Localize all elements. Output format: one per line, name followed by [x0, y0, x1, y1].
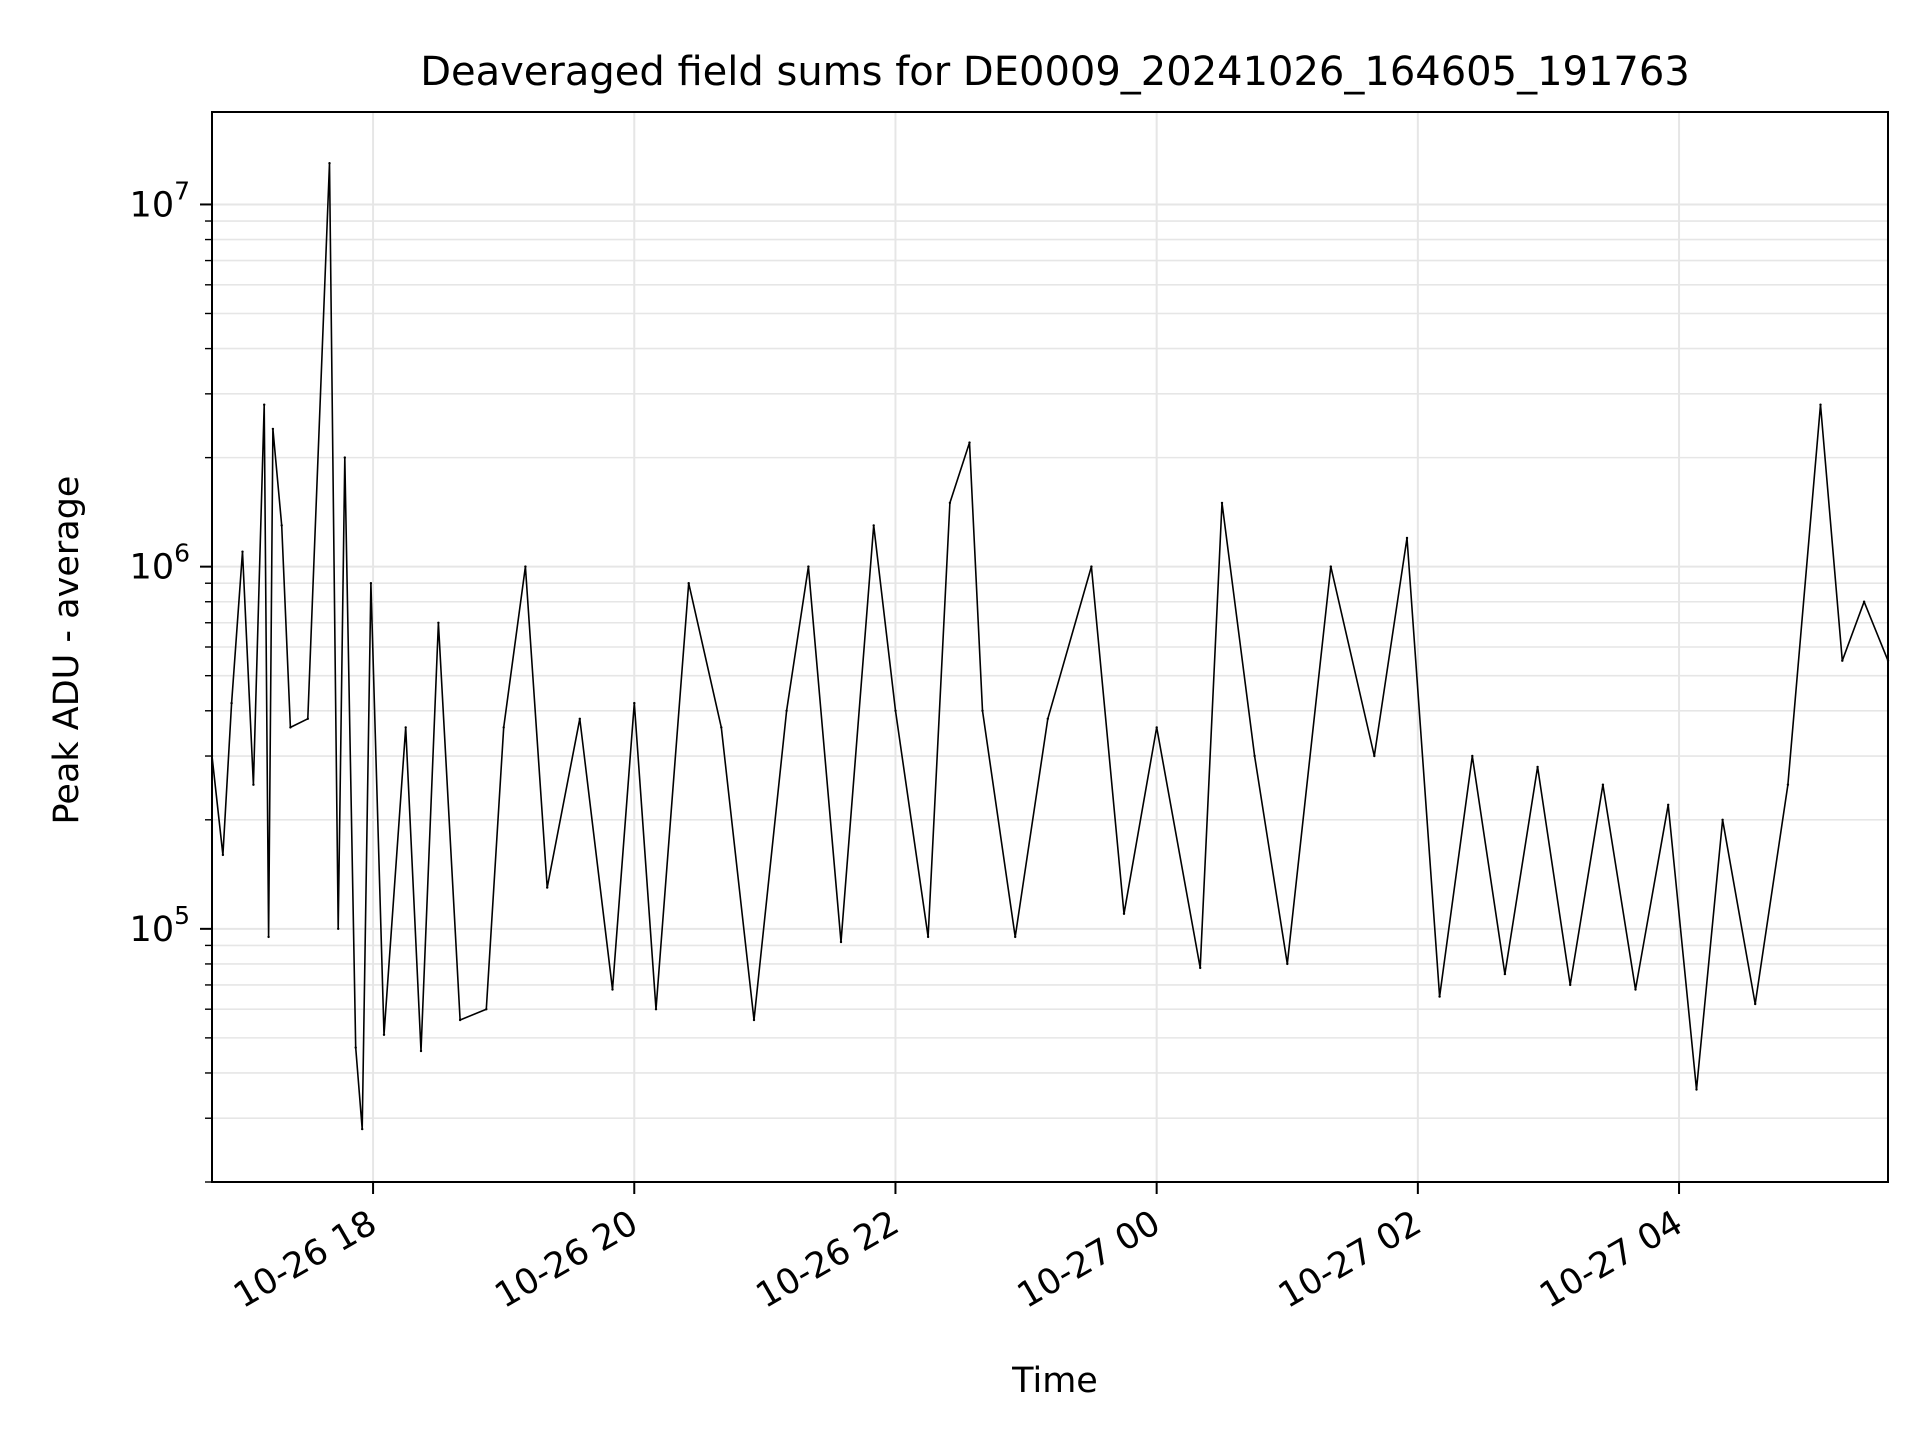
data-point — [241, 550, 244, 553]
y-tick-label: 105 — [130, 901, 190, 950]
data-point — [458, 1018, 462, 1022]
data-point — [872, 524, 875, 527]
data-point — [785, 709, 788, 712]
data-point — [267, 935, 270, 939]
data-point — [1199, 966, 1202, 970]
y-tick-label: 106 — [130, 539, 190, 588]
data-point — [1819, 403, 1822, 406]
data-point — [1841, 659, 1844, 662]
data-point — [1373, 754, 1376, 758]
data-point — [343, 456, 346, 459]
data-point — [948, 501, 952, 505]
data-point — [230, 701, 233, 705]
data-point — [1786, 783, 1790, 786]
data-point — [328, 162, 331, 165]
data-point — [419, 1049, 423, 1053]
data-point — [720, 726, 723, 729]
data-point — [1667, 803, 1670, 806]
data-point — [369, 582, 373, 585]
data-point — [289, 726, 292, 729]
data-point — [524, 565, 527, 568]
data-point — [1721, 818, 1724, 821]
data-point — [1569, 983, 1572, 987]
data-point — [337, 927, 340, 930]
data-point — [1253, 754, 1256, 758]
data-point — [485, 1008, 488, 1011]
data-point — [221, 853, 225, 857]
data-point — [1329, 565, 1333, 568]
series-line — [211, 162, 1889, 1130]
data-point — [807, 565, 810, 568]
data-point — [1471, 754, 1474, 758]
data-point — [894, 709, 897, 712]
data-point — [1220, 501, 1224, 505]
data-point — [1634, 988, 1637, 991]
data-point — [578, 717, 581, 720]
data-point — [1155, 726, 1158, 729]
data-point — [382, 1033, 386, 1037]
chart-title: Deaveraged field sums for DE0009_2024102… — [420, 49, 1690, 95]
data-point — [1438, 995, 1441, 998]
data-point — [404, 726, 407, 729]
data-point — [1090, 565, 1093, 568]
data-point — [926, 935, 930, 939]
data-point — [839, 940, 843, 944]
data-point — [502, 726, 505, 729]
data-point — [1601, 783, 1605, 786]
data-point — [437, 621, 440, 624]
y-tick-label: 107 — [130, 176, 190, 225]
data-point — [1503, 972, 1507, 976]
data-point — [1046, 717, 1050, 720]
series-layer — [210, 162, 1890, 1131]
x-axis-label: Time — [1011, 1361, 1098, 1401]
data-point — [981, 709, 984, 712]
data-point — [611, 988, 614, 991]
data-point — [361, 1127, 364, 1131]
data-point — [1122, 912, 1126, 915]
data-point — [354, 1046, 357, 1049]
data-point — [306, 717, 309, 720]
data-point — [263, 403, 266, 406]
data-point — [271, 427, 275, 431]
data-point — [1695, 1088, 1698, 1091]
data-point — [1286, 962, 1289, 966]
y-axis-label: Peak ADU - average — [47, 476, 87, 825]
data-point — [1536, 765, 1539, 769]
data-point — [1014, 935, 1017, 939]
data-point — [546, 886, 549, 889]
data-point — [1754, 1002, 1757, 1006]
data-point — [687, 582, 690, 585]
data-point — [252, 783, 255, 786]
data-point — [1862, 600, 1866, 603]
data-point — [1405, 536, 1409, 540]
data-point — [633, 701, 636, 705]
data-point — [752, 1018, 756, 1022]
data-point — [968, 441, 971, 444]
data-point — [654, 1008, 658, 1011]
data-point — [280, 524, 283, 527]
